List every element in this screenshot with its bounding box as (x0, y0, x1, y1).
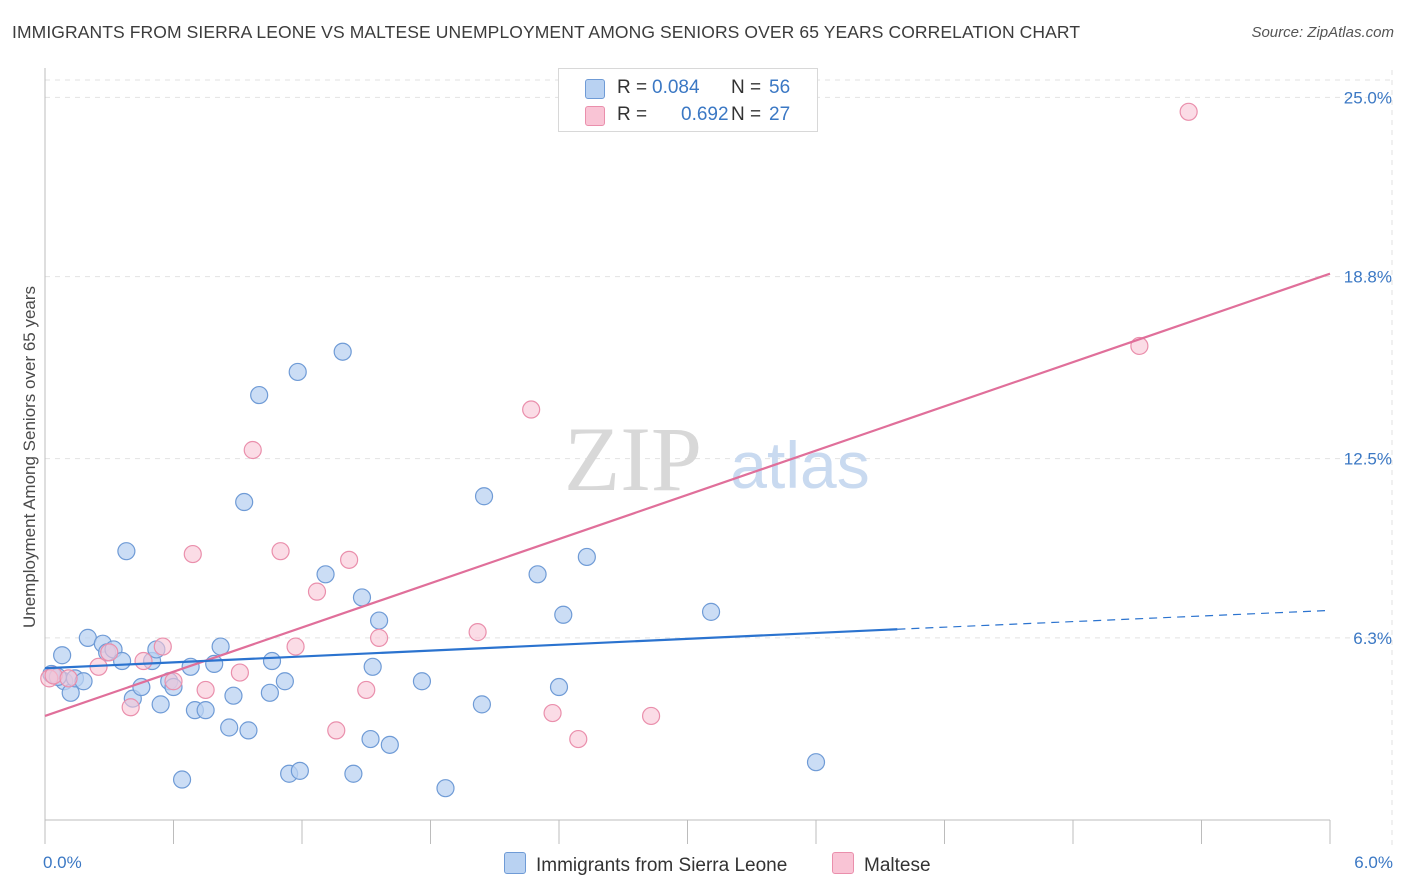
point-sierra-leone (74, 672, 93, 691)
series-sierra-leone-points (42, 342, 826, 798)
bottom-legend-sierra-leone: Immigrants from Sierra Leone (504, 852, 787, 877)
point-sierra-leone (262, 651, 282, 671)
point-sierra-leone (235, 492, 254, 512)
legend-n-value: 56 (769, 77, 791, 98)
point-sierra-leone (363, 657, 382, 676)
point-sierra-leone (361, 729, 380, 749)
point-maltese (121, 698, 140, 717)
trend-line-maltese (44, 272, 1331, 717)
point-sierra-leone (472, 695, 491, 714)
point-sierra-leone (380, 735, 399, 754)
y-axis-label: Unemployment Among Seniors over 65 years (20, 286, 39, 628)
legend-swatch-pink (585, 106, 605, 126)
legend-r-value: 0.084 (652, 77, 700, 98)
point-sierra-leone (577, 547, 596, 567)
point-sierra-leone (549, 677, 569, 697)
point-sierra-leone (220, 718, 239, 737)
trend-line-sierra-leone-extension (897, 609, 1331, 630)
series-maltese-points (40, 102, 1198, 749)
y-tick-label: 18.8% (1344, 268, 1392, 287)
point-sierra-leone (412, 672, 432, 691)
axes (44, 68, 1331, 844)
point-sierra-leone (333, 342, 352, 361)
point-sierra-leone (151, 695, 170, 714)
source-credit: Source: ZipAtlas.com (1251, 24, 1394, 41)
legend-r-label: R = (617, 77, 648, 98)
point-maltese (357, 680, 376, 700)
point-maltese (370, 628, 389, 647)
point-maltese (164, 672, 183, 691)
point-maltese (286, 637, 305, 656)
point-sierra-leone (474, 487, 494, 506)
point-sierra-leone (117, 542, 136, 561)
point-maltese (307, 582, 327, 601)
point-sierra-leone (53, 646, 72, 665)
y-tick-label: 25.0% (1344, 88, 1392, 107)
point-sierra-leone (316, 565, 335, 584)
x-tick-label-min: 0.0% (43, 853, 82, 872)
y-tick-label: 12.5% (1344, 450, 1392, 469)
point-maltese (243, 440, 262, 460)
point-sierra-leone (196, 701, 215, 720)
point-sierra-leone (436, 779, 455, 798)
point-sierra-leone (554, 605, 573, 624)
bottom-legend-label: Maltese (864, 855, 931, 876)
watermark-zip: ZIP (564, 408, 702, 510)
point-maltese (196, 680, 215, 700)
point-maltese (1179, 102, 1198, 121)
bottom-legend-swatch-pink (832, 852, 854, 874)
point-sierra-leone (288, 362, 307, 382)
point-maltese (153, 637, 172, 656)
trend-lines (44, 272, 1331, 717)
point-maltese (327, 721, 346, 740)
chart-title: IMMIGRANTS FROM SIERRA LEONE VS MALTESE … (12, 22, 1081, 42)
point-sierra-leone (290, 761, 309, 780)
point-maltese (543, 703, 562, 723)
legend-n-value: 27 (769, 104, 791, 125)
x-tick-label-max: 6.0% (1354, 853, 1393, 872)
point-maltese (468, 623, 487, 642)
point-sierra-leone (352, 588, 372, 607)
bottom-legend-label: Immigrants from Sierra Leone (536, 855, 788, 876)
point-maltese (271, 542, 290, 561)
point-sierra-leone (701, 602, 721, 621)
y-tick-label: 6.3% (1353, 629, 1392, 648)
point-sierra-leone (528, 565, 547, 584)
legend-swatch-blue (585, 79, 605, 99)
point-sierra-leone (239, 721, 258, 740)
legend-r-value: 0.692 (681, 104, 729, 125)
point-sierra-leone (806, 753, 826, 772)
legend-r-label: R = (617, 104, 648, 125)
legend-n-label: N = (731, 77, 762, 98)
point-sierra-leone (275, 672, 294, 691)
point-maltese (44, 666, 63, 685)
trend-line-sierra-leone (44, 628, 898, 670)
correlation-legend: R = 0.084 N = 56 R = 0.692 N = 27 (558, 68, 818, 132)
point-maltese (100, 643, 119, 662)
bottom-legend-maltese: Maltese (832, 852, 931, 877)
bottom-legend-swatch-blue (504, 852, 526, 874)
point-maltese (522, 400, 541, 419)
point-sierra-leone (250, 385, 269, 405)
point-sierra-leone (224, 686, 243, 705)
point-maltese (641, 706, 661, 726)
point-maltese (134, 651, 153, 671)
point-sierra-leone (260, 683, 279, 702)
point-maltese (59, 669, 78, 688)
point-sierra-leone (344, 764, 363, 783)
point-maltese (569, 729, 588, 749)
point-sierra-leone (370, 611, 389, 630)
point-maltese (340, 550, 359, 569)
point-sierra-leone (172, 770, 192, 789)
point-maltese (183, 544, 202, 564)
point-maltese (230, 663, 249, 682)
point-sierra-leone (132, 677, 151, 697)
tick-labels: 6.3% 12.5% 18.8% 25.0% 0.0% 6.0% (43, 88, 1393, 872)
legend-n-label: N = (731, 104, 762, 125)
